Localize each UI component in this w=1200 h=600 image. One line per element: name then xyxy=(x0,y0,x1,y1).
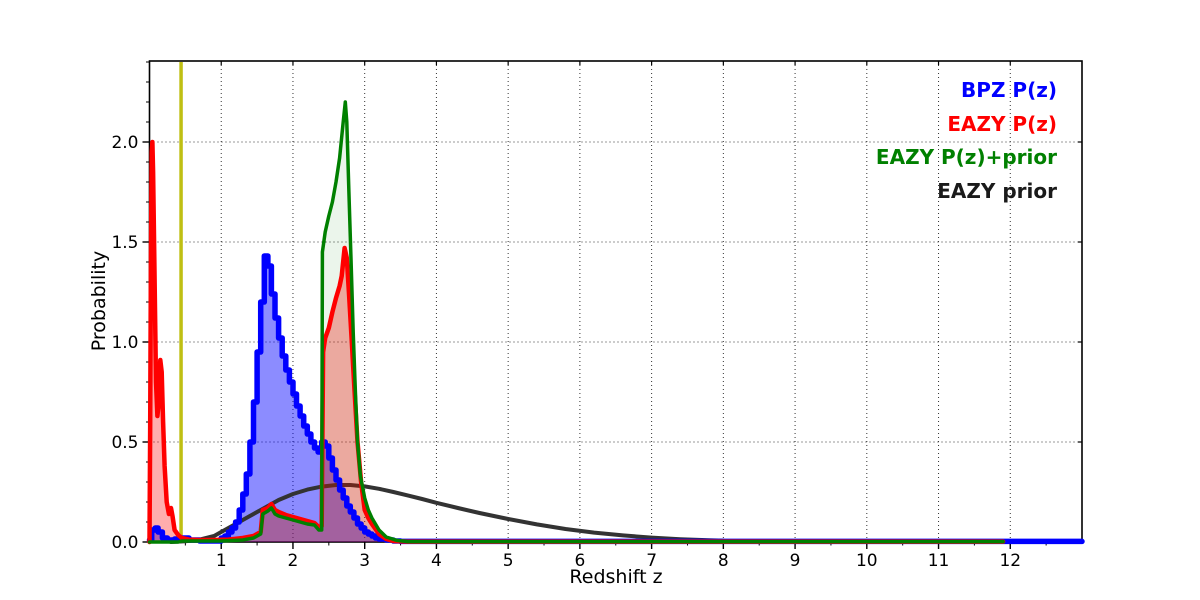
x-tick-label: 12 xyxy=(999,551,1021,571)
x-tick-label: 11 xyxy=(928,551,950,571)
x-tick-label: 9 xyxy=(790,551,801,571)
x-tick-label: 6 xyxy=(574,551,585,571)
x-axis-title: Redshift z xyxy=(569,566,663,588)
x-tick-label: 8 xyxy=(718,551,729,571)
x-tick-label: 5 xyxy=(503,551,514,571)
y-axis-title: Probability xyxy=(88,250,110,352)
legend-item-1: EAZY P(z) xyxy=(947,111,1057,136)
y-tick-label: 1.0 xyxy=(111,333,138,353)
x-tick-label: 7 xyxy=(646,551,657,571)
x-tick-label: 2 xyxy=(288,551,299,571)
series-0-fill xyxy=(149,256,1082,542)
y-tick-label: 1.5 xyxy=(111,233,138,253)
legend: BPZ P(z) EAZY P(z) EAZY P(z)+prior EAZY pri… xyxy=(876,74,1057,208)
y-tick-label: 2.0 xyxy=(111,133,138,153)
x-tick-label: 10 xyxy=(856,551,878,571)
legend-item-2: EAZY P(z)+prior xyxy=(875,145,1057,169)
legend-item-0: BPZ P(z) xyxy=(961,78,1057,102)
y-tick-label: 0.5 xyxy=(111,433,138,453)
legend-item-3: EAZY prior xyxy=(937,178,1057,203)
x-tick-label: 4 xyxy=(431,551,442,571)
x-tick-label: 3 xyxy=(359,551,370,571)
series-2-line xyxy=(147,100,1005,544)
y-tick-label: 0.0 xyxy=(111,533,138,553)
x-tick-label: 1 xyxy=(216,551,227,571)
